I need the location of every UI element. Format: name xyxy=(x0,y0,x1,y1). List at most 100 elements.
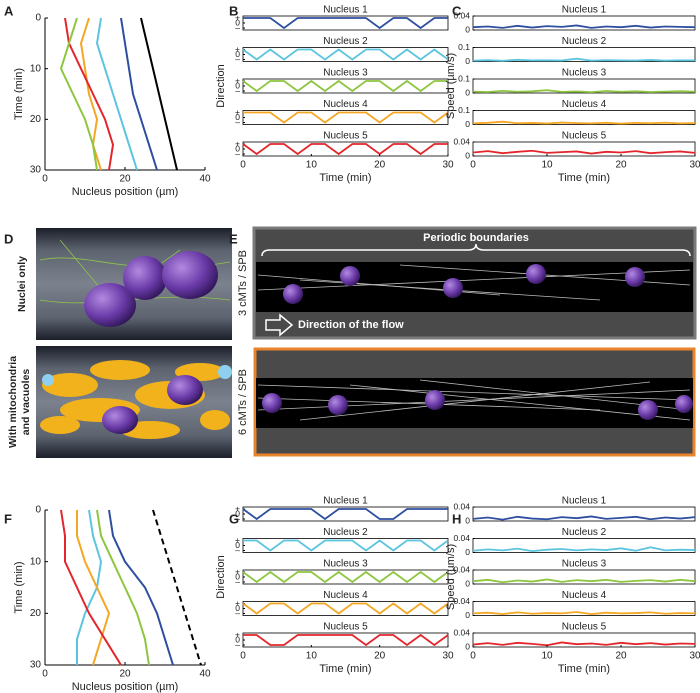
subplot-frame xyxy=(472,15,696,31)
y-tick-label: 20 xyxy=(30,114,42,125)
y-tick-label: 0 xyxy=(235,112,240,122)
series-line xyxy=(243,17,448,30)
y-tick-label: 0 xyxy=(465,119,470,129)
y-tick-label: – xyxy=(235,117,240,127)
vacuole xyxy=(218,365,232,379)
y-tick-label: 0 xyxy=(235,540,240,550)
nucleus xyxy=(443,278,463,298)
panel-title: Nucleus 1 xyxy=(562,5,607,16)
y-tick-label: + xyxy=(235,598,240,608)
y-tick-label: – xyxy=(235,54,240,64)
y-tick-label: 30 xyxy=(30,660,42,671)
series-line xyxy=(243,539,449,552)
y-tick-label: 0 xyxy=(465,56,470,66)
y-tick-label: – xyxy=(235,148,240,158)
panel-title: Nucleus 1 xyxy=(562,496,607,507)
y-tick-label: + xyxy=(235,535,240,545)
x-tick-label: 30 xyxy=(689,160,700,171)
y-tick-label: 30 xyxy=(30,165,42,176)
y-axis-label: Direction xyxy=(215,555,227,598)
series-line xyxy=(242,508,448,521)
series-line xyxy=(472,546,696,553)
x-tick-label: 0 xyxy=(42,174,48,185)
y-tick-label: + xyxy=(235,12,240,22)
trajectory-line xyxy=(60,509,122,666)
panel-label: F xyxy=(4,511,12,526)
subplot-frame xyxy=(472,632,696,648)
y-tick-label: 0.04 xyxy=(453,10,470,20)
series-line xyxy=(472,89,696,94)
x-tick-label: 0 xyxy=(240,160,246,171)
x-axis-label: Nucleus position (µm) xyxy=(72,681,179,693)
trajectory-line xyxy=(96,509,150,666)
boundary-label: Periodic boundaries xyxy=(423,232,529,244)
y-tick-label: + xyxy=(235,44,240,54)
y-tick-label: 0 xyxy=(235,49,240,59)
y-axis-label: Speed (µm/s) xyxy=(445,544,457,610)
series-line xyxy=(242,143,448,156)
x-axis-label: Time (min) xyxy=(319,172,371,184)
panel-title: Nucleus 1 xyxy=(323,496,368,507)
subplot-frame xyxy=(472,601,696,616)
y-tick-label: 0 xyxy=(465,547,470,557)
x-tick-label: 30 xyxy=(442,160,454,171)
series-line xyxy=(243,633,449,647)
trajectory-line xyxy=(95,17,138,171)
panel-title: Nucleus 2 xyxy=(562,36,607,47)
trajectory-line xyxy=(76,510,111,666)
y-tick-label: – xyxy=(235,513,240,523)
nucleus xyxy=(328,395,348,415)
x-tick-label: 20 xyxy=(374,160,386,171)
panel-e-top-label: 3 cMTs / SPB xyxy=(237,250,249,316)
x-tick-label: 10 xyxy=(306,651,318,662)
y-tick-label: 0 xyxy=(465,641,470,651)
subplot-frame xyxy=(472,110,696,125)
nucleus xyxy=(283,284,303,304)
nucleus xyxy=(162,251,218,299)
x-tick-label: 20 xyxy=(119,669,131,680)
series-line xyxy=(242,48,449,61)
panel-title: Nucleus 4 xyxy=(562,590,607,601)
x-tick-label: 30 xyxy=(442,651,454,662)
nucleus xyxy=(526,264,546,284)
y-tick-label: + xyxy=(235,566,240,576)
nucleus xyxy=(123,256,167,300)
panel-title: Nucleus 5 xyxy=(562,131,607,142)
x-tick-label: 20 xyxy=(119,174,131,185)
y-tick-label: 0 xyxy=(35,13,41,24)
y-tick-label: 0.04 xyxy=(453,136,470,146)
series-line xyxy=(472,24,696,29)
trajectory-line xyxy=(108,509,174,666)
panel-title: Nucleus 3 xyxy=(323,68,368,79)
y-tick-label: 0 xyxy=(235,603,240,613)
y-tick-label: 0 xyxy=(235,508,240,518)
y-tick-label: 20 xyxy=(30,608,42,619)
x-tick-label: 0 xyxy=(42,669,48,680)
panel-title: Nucleus 3 xyxy=(562,559,607,570)
series-line xyxy=(472,515,696,521)
series-line xyxy=(243,111,449,124)
nucleus xyxy=(625,267,645,287)
y-axis-label: Speed (µm/s) xyxy=(445,53,457,119)
subplot-frame xyxy=(472,569,696,585)
x-tick-label: 0 xyxy=(470,651,476,662)
y-tick-label: 0 xyxy=(465,610,470,620)
panel-title: Nucleus 1 xyxy=(323,5,368,16)
y-tick-label: + xyxy=(235,107,240,117)
panel-label: H xyxy=(452,511,461,526)
panel-title: Nucleus 5 xyxy=(323,622,368,633)
nucleus xyxy=(340,266,360,286)
x-axis-label: Time (min) xyxy=(558,663,610,675)
series-line xyxy=(242,602,449,615)
y-tick-label: – xyxy=(235,85,240,95)
panel-title: Nucleus 3 xyxy=(323,559,368,570)
x-tick-label: 20 xyxy=(615,651,627,662)
nucleus xyxy=(84,283,136,327)
nucleus xyxy=(262,393,282,413)
panel-d-top-label: Nuclei only xyxy=(16,256,28,312)
panel-e-images: Periodic boundaries Direction of the flo… xyxy=(237,226,697,457)
y-tick-label: 0 xyxy=(235,17,240,27)
vacuole xyxy=(42,374,54,386)
trajectory-line xyxy=(152,509,202,666)
